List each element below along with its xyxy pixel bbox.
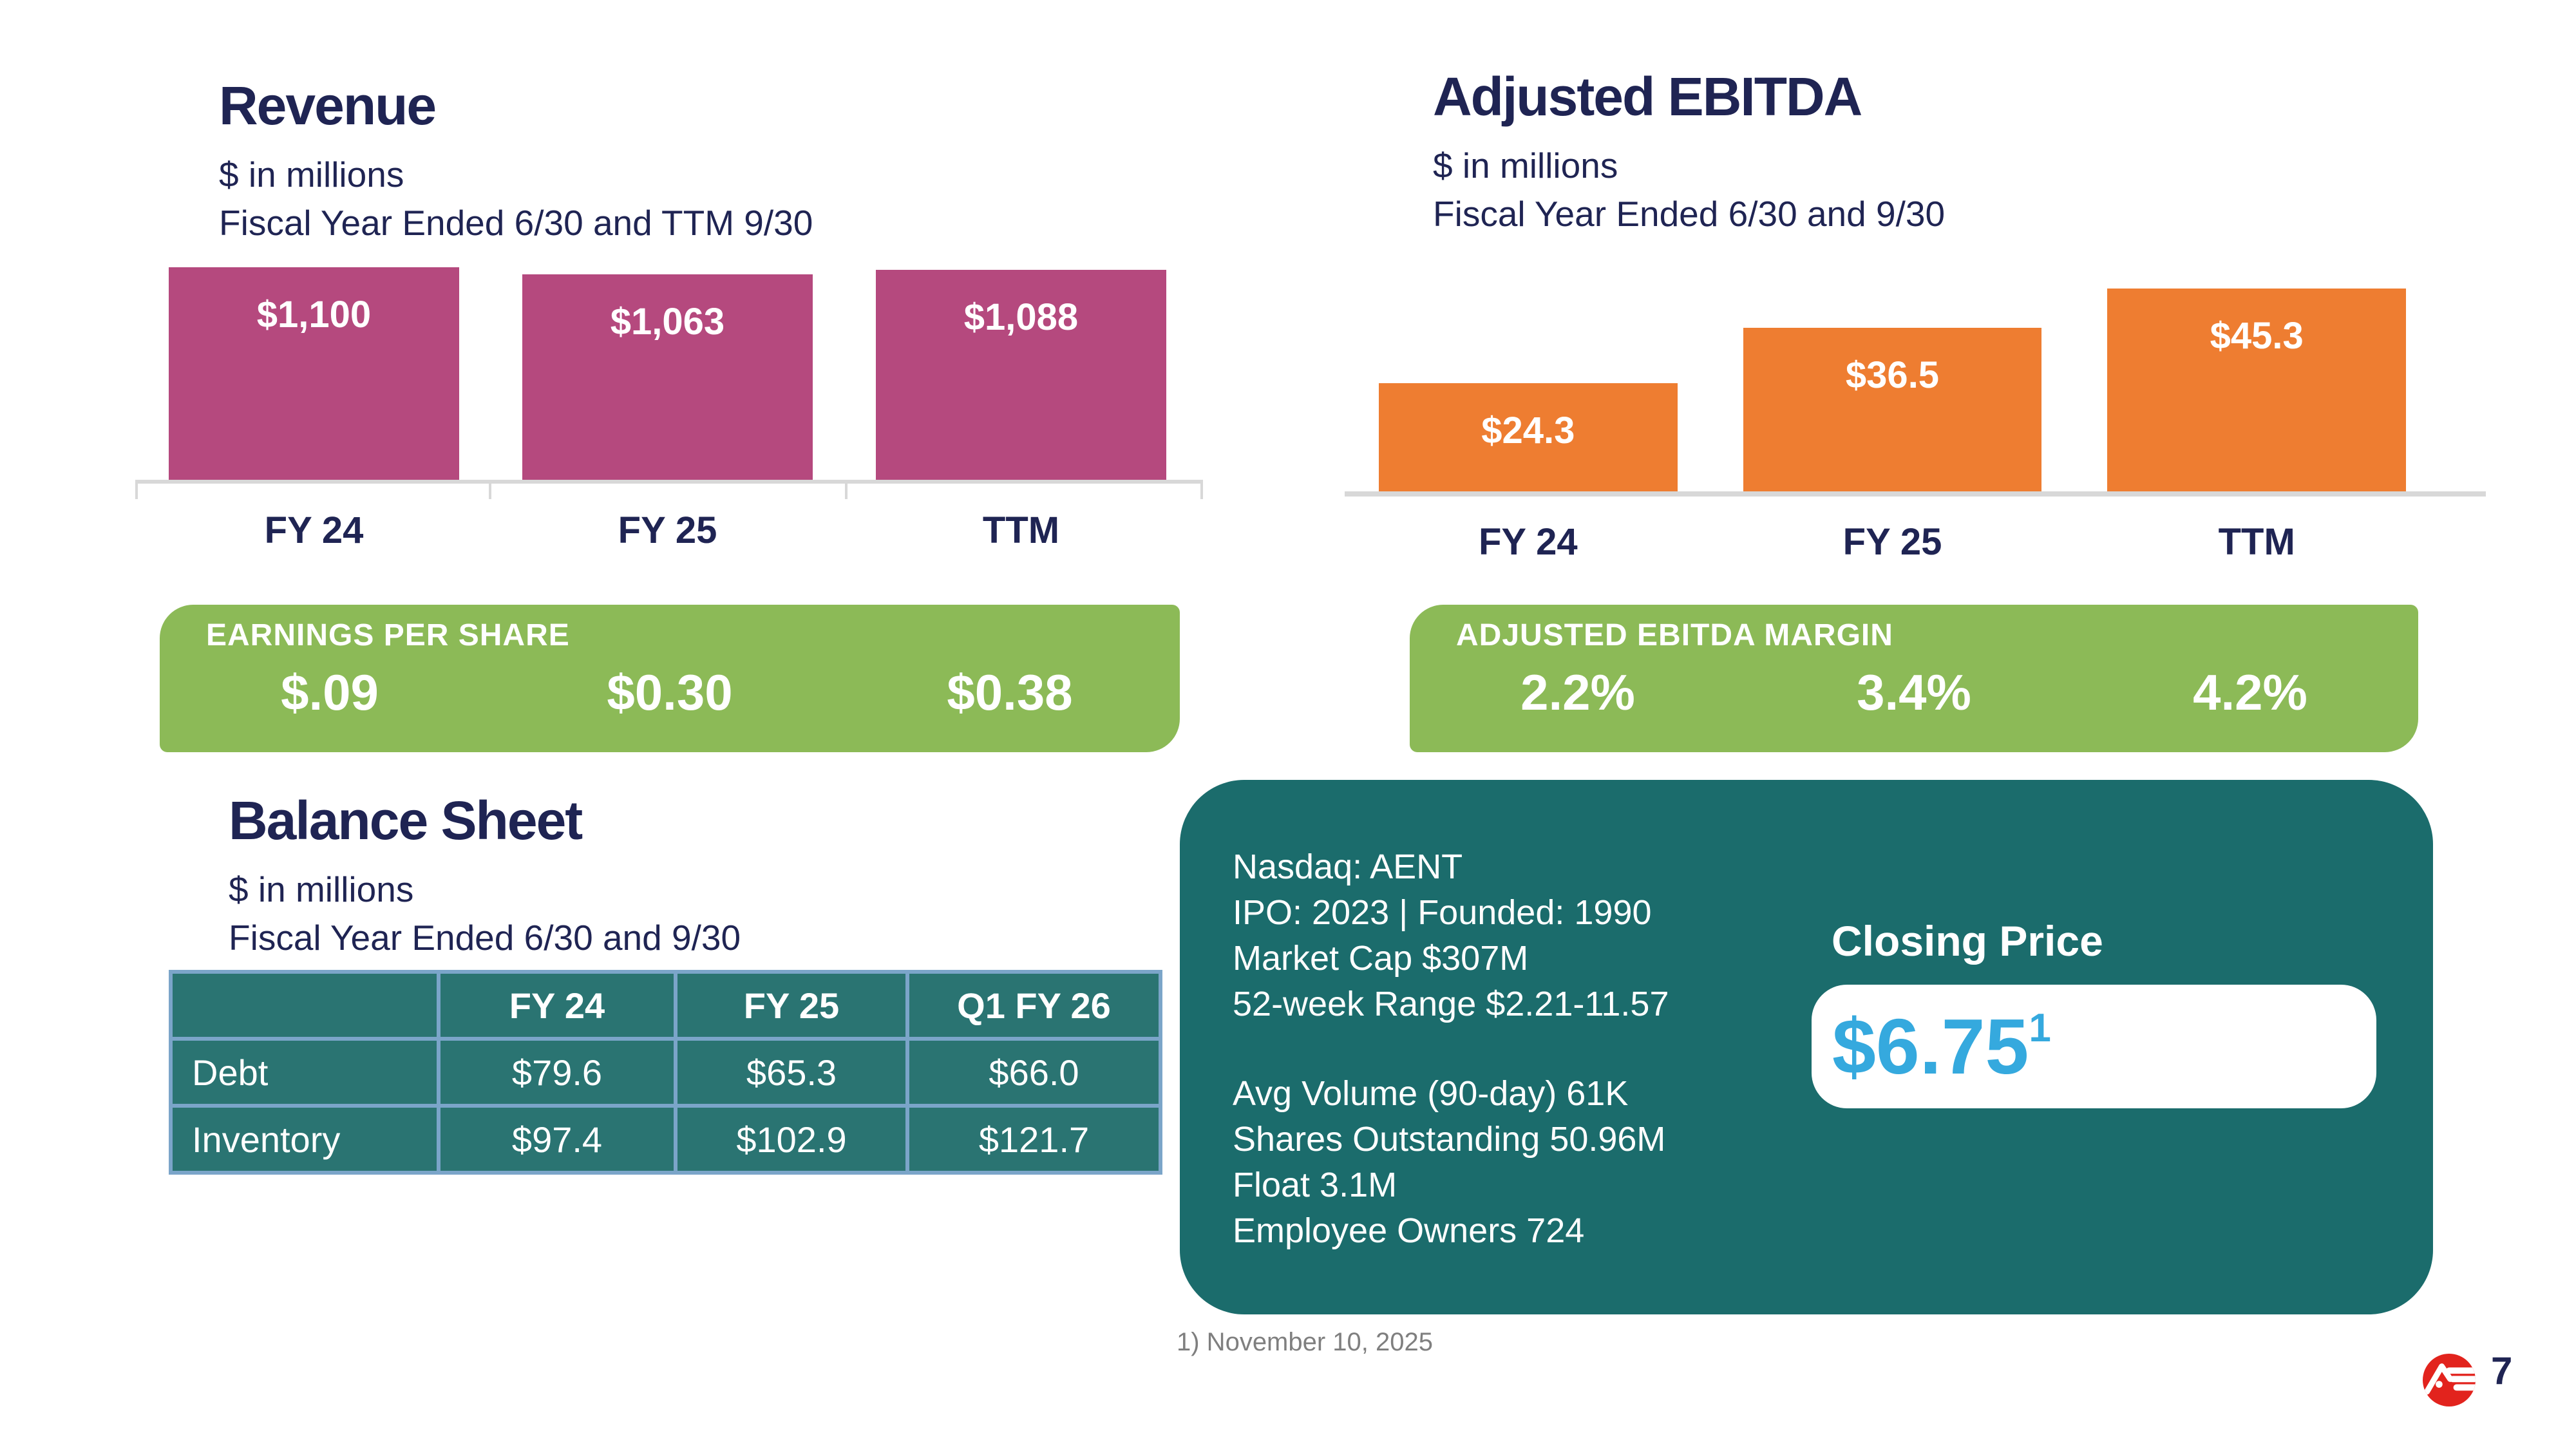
bar: $24.3 [1378,383,1678,493]
balance-sheet-table: FY 24 FY 25 Q1 FY 26 Debt $79.6 $65.3 $66.0 Inv… [169,970,1162,1175]
revenue-axis-tick [135,484,138,499]
ebitda-units-note: $ in millions [1433,146,1618,185]
page-number: 7 [2491,1349,2513,1392]
ebitda-margin-banner: ADJUSTED EBITDA MARGIN 2.2% 3.4% 4.2% [1410,605,2418,752]
table-row-label: Inventory [173,1108,437,1171]
revenue-axis-tick [489,484,491,499]
balance-sheet-heading: Balance Sheet $ in millions Fiscal Year … [229,793,741,962]
bar: $1,088 [876,270,1166,480]
table-cell: $66.0 [909,1041,1159,1104]
banner-value: $0.30 [607,664,733,721]
bar-value-label: $24.3 [1481,410,1575,451]
stock-info-line: Market Cap $307M [1233,939,1529,978]
closing-price-value: $6.751 [1832,1003,2051,1090]
category-label: FY 25 [618,509,717,551]
bar-slot: $1,088 [844,238,1198,480]
eps-banner: EARNINGS PER SHARE $.09 $0.30 $0.38 [160,605,1180,752]
ebitda-title: Adjusted EBITDA [1433,66,1862,127]
balance-sheet-period-note: Fiscal Year Ended 6/30 and 9/30 [229,918,741,958]
bar-slot: $36.5 [1710,267,2075,493]
table-header-cell: Q1 FY 26 [909,974,1159,1037]
revenue-period-note: Fiscal Year Ended 6/30 and TTM 9/30 [219,203,813,243]
bar: $1,100 [169,267,459,480]
ebitda-margin-banner-values: 2.2% 3.4% 4.2% [1410,663,2418,722]
bar-slot: $1,100 [137,238,491,480]
table-cell: $97.4 [440,1108,674,1171]
ebitda-margin-banner-label: ADJUSTED EBITDA MARGIN [1456,618,1893,652]
bar: $36.5 [1743,328,2042,493]
stock-info-line: 52-week Range $2.21-11.57 [1233,985,1669,1023]
table-cell: $65.3 [677,1041,905,1104]
banner-value: $0.38 [947,664,1073,721]
table-header-cell: FY 25 [677,974,905,1037]
stock-info-top-lines: Nasdaq: AENT IPO: 2023 | Founded: 1990 Mar… [1233,844,1669,1027]
stock-info-line: IPO: 2023 | Founded: 1990 [1233,893,1652,932]
bar-value-label: $1,100 [256,294,372,336]
category-label: FY 25 [1842,521,1942,563]
category-label: FY 24 [1478,521,1578,563]
bar-value-label: $1,088 [963,296,1079,338]
ebitda-bar-chart: $24.3 $36.5 $45.3 [1346,267,2439,493]
table-cell: $121.7 [909,1108,1159,1171]
bar: $1,063 [522,274,813,480]
category-label: FY 24 [264,509,364,551]
balance-sheet-title: Balance Sheet [229,790,583,851]
revenue-axis-tick [1200,484,1203,499]
revenue-category-labels: FY 24 FY 25 TTM [137,509,1198,552]
bar-slot: $1,063 [491,238,844,480]
eps-banner-values: $.09 $0.30 $0.38 [160,663,1180,722]
table-cell: $79.6 [440,1041,674,1104]
banner-value: 2.2% [1520,664,1635,721]
ebitda-category-labels: FY 24 FY 25 TTM [1346,520,2439,564]
category-label: TTM [2218,521,2295,563]
banner-value: 4.2% [2193,664,2307,721]
revenue-axis-tick [845,484,848,499]
closing-price-box: $6.751 [1812,985,2376,1108]
revenue-title: Revenue [219,75,437,136]
stock-info-bottom-lines: Avg Volume (90-day) 61K Shares Outstandin… [1233,1071,1665,1254]
closing-price-footnote-marker: 1 [2029,1006,2051,1051]
category-label: TTM [982,509,1060,551]
bar-slot: $24.3 [1346,267,1710,493]
balance-sheet-units-note: $ in millions [229,869,414,909]
bar-slot: $45.3 [2074,267,2439,493]
banner-value: $.09 [281,664,379,721]
closing-price-label: Closing Price [1832,917,2103,965]
stock-info-line: Employee Owners 724 [1233,1211,1585,1250]
ebitda-period-note: Fiscal Year Ended 6/30 and 9/30 [1433,194,1946,234]
stock-info-line: Avg Volume (90-day) 61K [1233,1074,1629,1113]
stock-info-line: Float 3.1M [1233,1166,1397,1204]
table-header-cell [173,974,437,1037]
table-row-label: Debt [173,1041,437,1104]
revenue-axis-line [135,480,1203,484]
bar-value-label: $36.5 [1845,354,1940,396]
ebitda-heading: Adjusted EBITDA $ in millions Fiscal Yea… [1433,70,1945,238]
company-logo-icon [2423,1354,2476,1406]
revenue-heading: Revenue $ in millions Fiscal Year Ended … [219,79,813,247]
banner-value: 3.4% [1857,664,1971,721]
bar: $45.3 [2107,289,2407,493]
bar-value-label: $45.3 [2210,315,2304,357]
date-footnote: 1) November 10, 2025 [1177,1328,1434,1356]
bar-value-label: $1,063 [610,301,725,343]
stock-info-line: Nasdaq: AENT [1233,848,1463,886]
revenue-units-note: $ in millions [219,155,404,194]
revenue-bar-chart: $1,100 $1,063 $1,088 [137,238,1198,480]
table-header-cell: FY 24 [440,974,674,1037]
table-cell: $102.9 [677,1108,905,1171]
eps-banner-label: EARNINGS PER SHARE [206,618,570,652]
ebitda-axis-line [1345,491,2486,497]
stock-info-box: Nasdaq: AENT IPO: 2023 | Founded: 1990 Mar… [1180,780,2433,1314]
stock-info-line: Shares Outstanding 50.96M [1233,1120,1666,1159]
